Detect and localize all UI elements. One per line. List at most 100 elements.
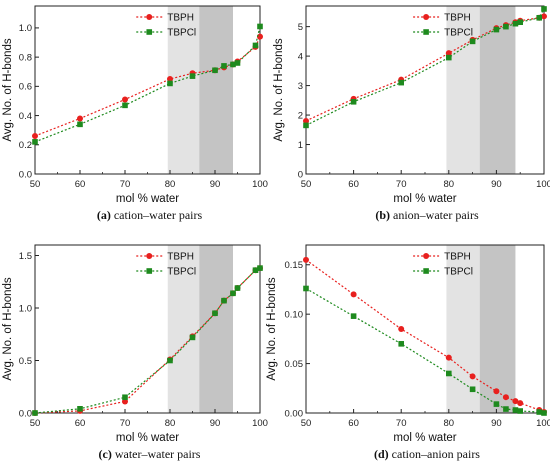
data-point-tbpcl <box>122 102 128 109</box>
data-point-tbpcl <box>303 285 309 292</box>
chart-panel-2: 50 60 70 80 90 100 0 1 2 3 4 5 mol % water Avg. No. o… <box>273 5 550 222</box>
y-tick-label: 0.2 <box>19 140 32 151</box>
data-point-tbpcl <box>212 67 218 74</box>
data-point-tbpcl <box>446 370 452 377</box>
panel-letter: (a) <box>97 208 111 222</box>
legend-marker <box>146 253 153 259</box>
data-point-tbph <box>122 96 128 103</box>
y-axis-label: Avg. No. of H-bonds <box>273 38 285 142</box>
legend-marker <box>146 268 153 274</box>
x-tick-label: 50 <box>30 418 41 429</box>
data-point-tbpcl <box>541 6 547 12</box>
y-tick-label: 0.8 <box>19 52 32 63</box>
y-tick-label: 0.15 <box>285 260 304 271</box>
data-point-tbpcl <box>189 73 196 79</box>
panel-caption: (b) anion–water pairs <box>375 208 479 222</box>
panel-caption-text: cation–water pairs <box>114 208 203 222</box>
data-point-tbpcl <box>257 265 263 271</box>
data-point-tbpcl <box>221 63 227 69</box>
y-tick-label: 0.10 <box>285 309 304 320</box>
x-tick-label: 90 <box>491 418 502 429</box>
legend-label: TBPCl <box>167 267 196 278</box>
y-tick-label: 1 <box>298 140 303 151</box>
data-point-tbpcl <box>536 409 543 415</box>
data-point-tbpcl <box>32 410 38 416</box>
data-point-tbpcl <box>517 19 523 26</box>
x-tick-label: 70 <box>396 418 407 429</box>
data-point-tbpcl <box>189 334 196 341</box>
shaded-region <box>479 245 516 413</box>
data-point-tbpcl <box>536 14 543 21</box>
y-tick-label: 1.0 <box>19 303 32 314</box>
y-tick-label: 0.05 <box>285 359 304 370</box>
data-point-tbph <box>541 13 547 20</box>
data-point-tbph <box>445 50 452 57</box>
x-tick-label: 100 <box>252 179 268 190</box>
shaded-region <box>199 6 233 174</box>
panel-caption-text: cation–anion pairs <box>392 447 481 461</box>
legend-label: TBPH <box>167 13 194 24</box>
x-tick-label: 80 <box>165 179 176 190</box>
x-tick-label: 60 <box>348 418 359 429</box>
shaded-region <box>446 245 480 413</box>
data-point-tbph <box>445 354 452 361</box>
y-tick-label: 0.6 <box>19 82 32 93</box>
x-tick-label: 60 <box>348 179 359 190</box>
x-tick-label: 60 <box>75 418 86 429</box>
shaded-region <box>479 6 516 174</box>
data-point-tbpcl <box>167 80 173 87</box>
data-point-tbpcl <box>32 139 38 145</box>
data-point-tbpcl <box>469 386 476 393</box>
data-point-tbpcl <box>493 401 500 407</box>
chart-panel-1: 50 60 70 80 90 100 0.0 0.2 0.4 0.6 0.8 1.0 mol % wat… <box>2 5 268 222</box>
x-axis-label: mol % water <box>393 193 456 205</box>
y-tick-label: 0.0 <box>19 169 32 180</box>
y-axis-label: Avg. No. of H-bonds <box>266 277 278 381</box>
y-tick-label: 2 <box>298 110 303 121</box>
data-point-tbpcl <box>167 357 173 364</box>
x-tick-label: 50 <box>301 418 312 429</box>
data-point-tbpcl <box>252 42 259 49</box>
data-point-tbpcl <box>541 410 547 416</box>
data-point-tbph <box>303 256 309 263</box>
x-axis-label: mol % water <box>116 193 179 205</box>
panel-caption-text: anion–water pairs <box>393 208 479 222</box>
data-point-tbpcl <box>257 23 263 30</box>
data-point-tbpcl <box>350 313 357 319</box>
data-point-tbpcl <box>212 310 218 317</box>
x-tick-label: 80 <box>444 418 455 429</box>
chart-panel-4: 50 60 70 80 90 100 0.00 0.05 0.10 0.15 mol % water… <box>266 244 550 461</box>
y-tick-label: 0.00 <box>285 408 304 419</box>
data-point-tbpcl <box>221 297 227 304</box>
y-tick-label: 1.5 <box>19 251 32 262</box>
data-point-tbph <box>350 291 357 298</box>
series-line-tbph <box>305 259 545 413</box>
data-point-tbpcl <box>234 60 241 66</box>
data-point-tbpcl <box>469 38 476 45</box>
shaded-region <box>167 6 200 174</box>
y-tick-label: 0.0 <box>19 408 32 419</box>
data-point-tbpcl <box>350 98 357 105</box>
data-point-tbpcl <box>230 290 236 297</box>
legend-marker <box>423 14 430 20</box>
chart-panel-3: 50 60 70 80 90 100 0.0 0.5 1.0 1.5 mol % water Avg.… <box>2 244 268 461</box>
data-point-tbpcl <box>77 121 83 128</box>
data-point-tbph <box>469 373 476 380</box>
series-line-tbpcl <box>34 267 261 414</box>
shaded-region <box>167 245 200 413</box>
legend-label: TBPCl <box>444 28 473 39</box>
data-point-tbpcl <box>517 408 523 414</box>
x-axis-label: mol % water <box>393 432 456 444</box>
data-point-tbph <box>493 388 500 395</box>
x-tick-label: 70 <box>120 418 131 429</box>
data-point-tbpcl <box>77 406 83 412</box>
x-tick-label: 100 <box>536 418 550 429</box>
legend-marker <box>146 29 153 35</box>
data-point-tbpcl <box>446 54 452 61</box>
x-tick-label: 90 <box>491 179 502 190</box>
y-tick-label: 0 <box>298 169 303 180</box>
data-point-tbpcl <box>303 122 309 129</box>
y-tick-label: 4 <box>298 51 303 62</box>
x-tick-label: 70 <box>120 179 131 190</box>
legend-marker <box>423 253 430 259</box>
